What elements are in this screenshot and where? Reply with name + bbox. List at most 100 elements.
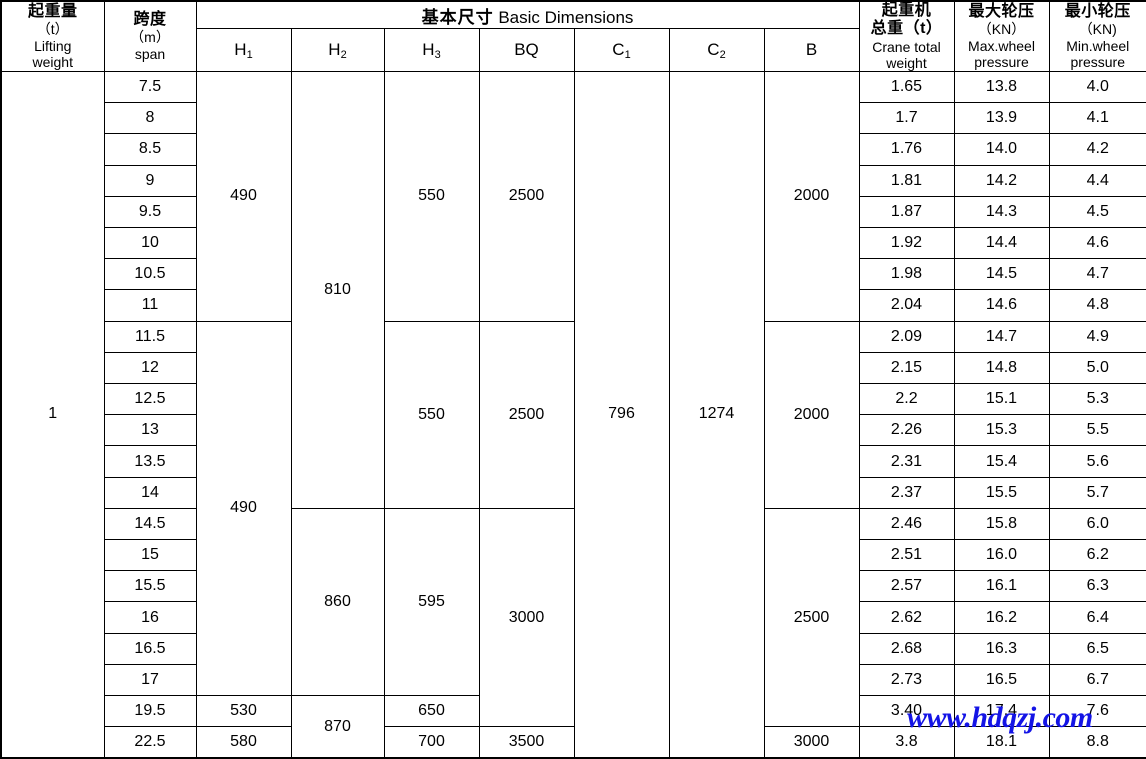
header-min-wheel-pressure-unit: （KN) [1050,21,1146,38]
cell-h2: 870 [291,696,384,758]
cell-c2: 1274 [669,71,764,758]
cell-crane-total-weight: 2.15 [859,352,954,383]
header-h2: H2 [291,29,384,72]
cell-span: 11.5 [104,321,196,352]
header-lifting-weight: 起重量 （t） Lifting weight [1,1,104,71]
cell-max-wheel-pressure: 15.3 [954,415,1049,446]
cell-max-wheel-pressure: 15.1 [954,384,1049,415]
cell-span: 8 [104,103,196,134]
header-span-unit: （m） [105,29,196,46]
cell-max-wheel-pressure: 18.1 [954,727,1049,758]
header-h2-base: H [328,40,340,59]
cell-crane-total-weight: 2.04 [859,290,954,321]
header-basic-dimensions-en: Basic Dimensions [498,8,633,27]
header-c2-base: C [707,40,719,59]
header-h1: H1 [196,29,291,72]
header-crane-total-weight-cn1: 起重机 [860,2,954,20]
cell-max-wheel-pressure: 16.1 [954,571,1049,602]
cell-h1: 530 [196,696,291,727]
cell-max-wheel-pressure: 16.5 [954,664,1049,695]
header-c1: C1 [574,29,669,72]
cell-span: 8.5 [104,134,196,165]
cell-crane-total-weight: 2.73 [859,664,954,695]
cell-min-wheel-pressure: 4.2 [1049,134,1146,165]
cell-h1: 490 [196,321,291,695]
cell-span: 10 [104,227,196,258]
cell-span: 11 [104,290,196,321]
header-basic-dimensions: 基本尺寸 Basic Dimensions [196,1,859,29]
cell-span: 14.5 [104,508,196,539]
cell-min-wheel-pressure: 8.8 [1049,727,1146,758]
cell-max-wheel-pressure: 14.0 [954,134,1049,165]
header-c1-base: C [612,40,624,59]
cell-crane-total-weight: 1.92 [859,227,954,258]
cell-h1: 490 [196,71,291,321]
cell-max-wheel-pressure: 15.4 [954,446,1049,477]
cell-h2: 860 [291,508,384,695]
header-h1-sub: 1 [247,49,253,61]
header-max-wheel-pressure: 最大轮压 （KN） Max.wheel pressure [954,1,1049,71]
header-bq: BQ [479,29,574,72]
header-h3-sub: 3 [435,49,441,61]
cell-max-wheel-pressure: 14.4 [954,227,1049,258]
header-max-wheel-pressure-en1: Max.wheel [955,38,1049,54]
cell-crane-total-weight: 1.81 [859,165,954,196]
header-crane-total-weight-cn2: 总重（t） [860,20,954,38]
header-min-wheel-pressure-cn: 最小轮压 [1050,3,1146,21]
header-basic-dimensions-cn: 基本尺寸 [422,8,494,27]
cell-min-wheel-pressure: 4.9 [1049,321,1146,352]
cell-bq: 2500 [479,321,574,508]
cell-h3: 700 [384,727,479,758]
header-bq-base: BQ [514,40,539,59]
cell-crane-total-weight: 2.26 [859,415,954,446]
header-c2: C2 [669,29,764,72]
cell-min-wheel-pressure: 4.7 [1049,259,1146,290]
cell-crane-total-weight: 2.31 [859,446,954,477]
cell-crane-total-weight: 2.2 [859,384,954,415]
cell-span: 10.5 [104,259,196,290]
header-crane-total-weight: 起重机 总重（t） Crane total weight [859,1,954,71]
cell-span: 9.5 [104,196,196,227]
cell-crane-total-weight: 2.09 [859,321,954,352]
cell-b: 2000 [764,71,859,321]
cell-span: 7.5 [104,71,196,102]
cell-max-wheel-pressure: 15.8 [954,508,1049,539]
cell-bq: 3000 [479,508,574,726]
cell-span: 13.5 [104,446,196,477]
cell-max-wheel-pressure: 13.8 [954,71,1049,102]
header-c2-sub: 2 [720,49,726,61]
cell-min-wheel-pressure: 5.3 [1049,384,1146,415]
header-h2-sub: 2 [341,49,347,61]
cell-crane-total-weight: 2.51 [859,540,954,571]
cell-min-wheel-pressure: 5.0 [1049,352,1146,383]
header-min-wheel-pressure-en1: Min.wheel [1050,38,1146,54]
header-crane-total-weight-en2: weight [860,55,954,71]
header-span: 跨度 （m） span [104,1,196,71]
cell-min-wheel-pressure: 4.1 [1049,103,1146,134]
cell-max-wheel-pressure: 16.3 [954,633,1049,664]
cell-max-wheel-pressure: 14.5 [954,259,1049,290]
cell-span: 9 [104,165,196,196]
cell-max-wheel-pressure: 13.9 [954,103,1049,134]
header-h1-base: H [234,40,246,59]
cell-span: 22.5 [104,727,196,758]
cell-max-wheel-pressure: 16.2 [954,602,1049,633]
cell-min-wheel-pressure: 6.5 [1049,633,1146,664]
cell-crane-total-weight: 2.68 [859,633,954,664]
cell-min-wheel-pressure: 6.3 [1049,571,1146,602]
header-b-base: B [806,40,817,59]
cell-crane-total-weight: 1.87 [859,196,954,227]
cell-min-wheel-pressure: 5.6 [1049,446,1146,477]
cell-max-wheel-pressure: 14.2 [954,165,1049,196]
cell-max-wheel-pressure: 14.6 [954,290,1049,321]
cell-bq: 3500 [479,727,574,758]
cell-min-wheel-pressure: 4.6 [1049,227,1146,258]
header-max-wheel-pressure-cn: 最大轮压 [955,3,1049,21]
header-min-wheel-pressure: 最小轮压 （KN) Min.wheel pressure [1049,1,1146,71]
header-span-en: span [105,46,196,62]
header-h3: H3 [384,29,479,72]
